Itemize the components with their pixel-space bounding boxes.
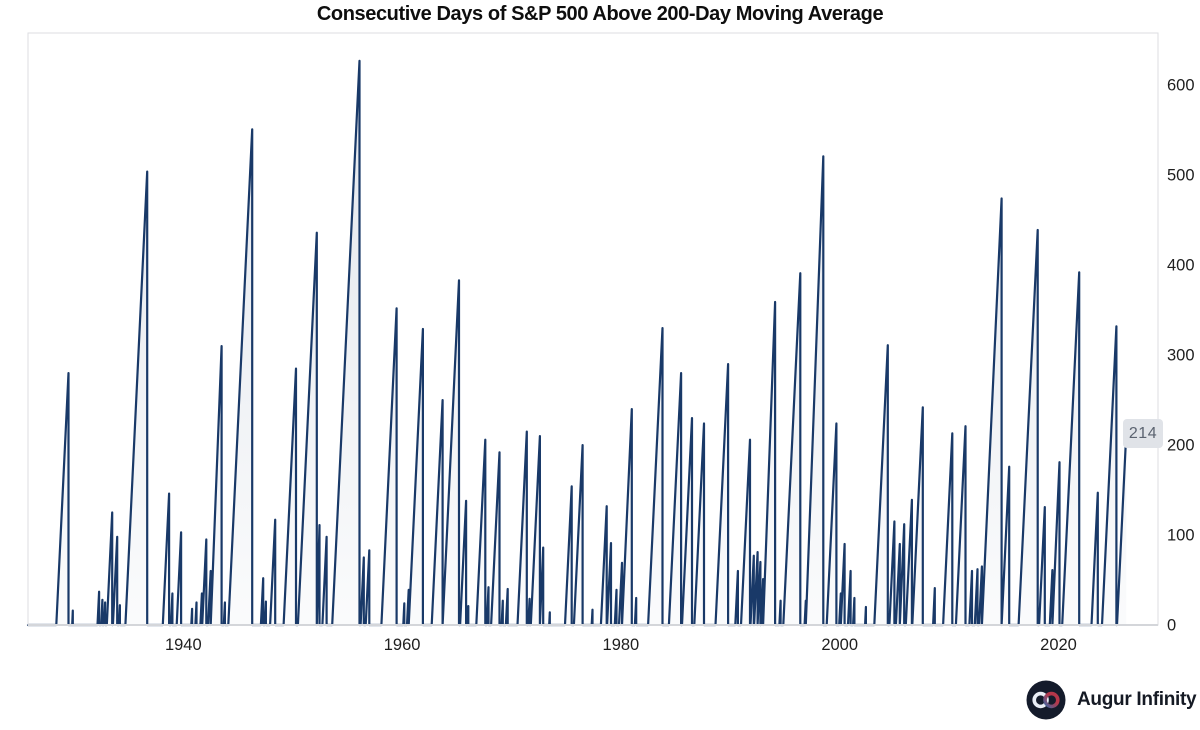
y-tick-label: 0 bbox=[1167, 617, 1176, 635]
y-tick-label: 500 bbox=[1167, 167, 1195, 185]
y-tick-label: 200 bbox=[1167, 437, 1195, 455]
y-tick-label: 100 bbox=[1167, 527, 1195, 545]
brand-footer: Augur Infinity bbox=[1026, 679, 1197, 721]
brand-name: Augur Infinity bbox=[1077, 689, 1197, 710]
y-tick-label: 300 bbox=[1167, 347, 1195, 365]
x-tick-label: 2020 bbox=[1040, 636, 1077, 654]
x-tick-label: 1940 bbox=[165, 636, 202, 654]
infinity-logo-icon bbox=[1026, 680, 1066, 720]
x-tick-label: 2000 bbox=[821, 636, 858, 654]
x-tick-label: 1980 bbox=[603, 636, 640, 654]
area-fill bbox=[28, 60, 1127, 625]
y-tick-label: 600 bbox=[1167, 77, 1195, 95]
x-tick-label: 1960 bbox=[384, 636, 421, 654]
chart-title: Consecutive Days of S&P 500 Above 200-Da… bbox=[316, 3, 884, 25]
y-tick-label: 400 bbox=[1167, 257, 1195, 275]
current-streak-badge: 214 bbox=[1123, 419, 1163, 448]
